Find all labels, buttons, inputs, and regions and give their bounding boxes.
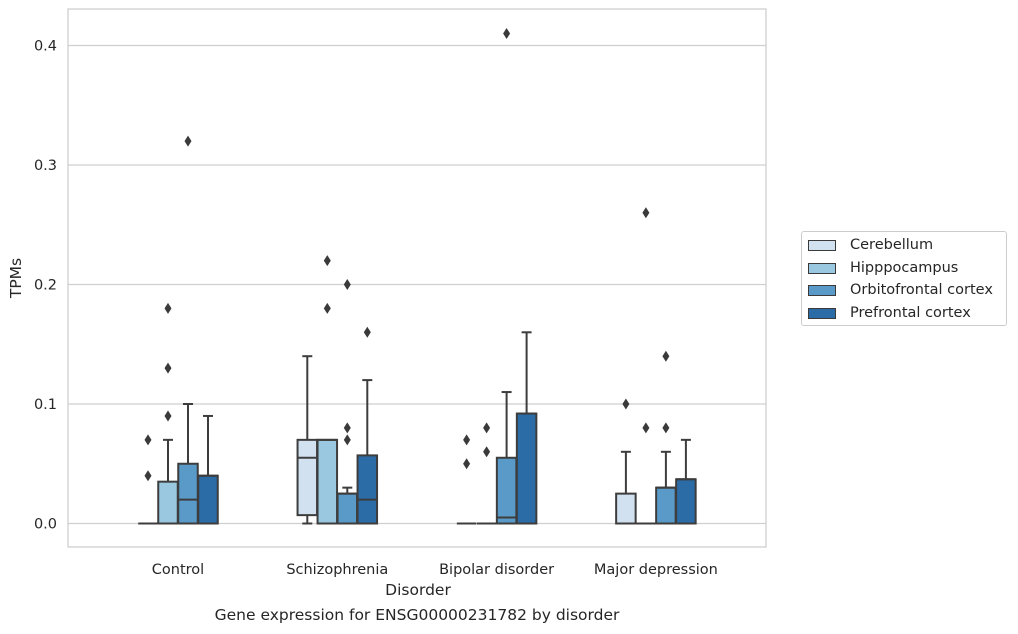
box [515,412,538,525]
box [316,438,339,525]
y-tick-label: 0.1 [34,397,57,413]
y-tick-label: 0.2 [34,278,57,294]
outlier-point [323,302,331,314]
box [336,492,359,525]
box [356,454,379,525]
box [296,438,319,517]
legend-swatch-cerebellum [808,239,836,251]
outlier-point [343,422,351,434]
outlier-point [642,207,650,219]
legend-item-prefrontal-cortex: Prefrontal cortex [808,303,971,323]
box [157,480,179,525]
legend-label: Prefrontal cortex [850,305,971,321]
outlier-point [662,422,670,434]
legend-label: Hipppocampus [850,260,959,276]
outlier-point [164,410,172,422]
x-tick-label: Bipolar disorder [439,562,554,578]
box [615,492,637,525]
outlier-point [144,470,152,482]
box [197,474,219,525]
outlier-point [164,362,172,374]
y-tick-label: 0.4 [34,39,57,55]
outlier-point [622,398,630,410]
legend-label: Orbitofrontal cortex [850,282,993,298]
legend-label: Cerebellum [850,237,934,253]
y-tick-label: 0.3 [34,158,57,174]
legend-swatch-orbitofrontal-cortex [808,284,836,296]
legend-swatch-prefrontal-cortex [808,307,836,319]
x-tick-label: Schizophrenia [286,562,388,578]
outlier-point [343,434,351,446]
legend-item-cerebellum: Cerebellum [808,235,933,255]
x-axis-label: Disorder [385,581,451,599]
legend-swatch-hipppocampus [808,262,836,274]
plot-area [67,8,767,548]
x-tick-label: Control [152,562,204,578]
box [495,456,518,525]
outlier-point [483,422,491,434]
legend-item-orbitofrontal-cortex: Orbitofrontal cortex [808,280,993,300]
chart-caption: Gene expression for ENSG00000231782 by d… [214,606,620,624]
box [675,478,697,525]
box [177,462,199,525]
legend: Cerebellum Hipppocampus Orbitofrontal co… [801,231,1007,326]
outlier-point [144,434,152,446]
outlier-point [184,135,192,147]
outlier-point [662,350,670,362]
outlier-point [363,326,371,338]
outlier-point [483,446,491,458]
outlier-point [323,255,331,267]
outlier-point [642,422,650,434]
outlier-point [463,434,471,446]
y-tick-label: 0.0 [34,517,57,533]
outlier-point [343,279,351,290]
outlier-point [164,302,172,314]
y-axis-label: TPMs [7,258,25,299]
outlier-point [503,28,511,40]
x-tick-label: Major depression [594,562,718,578]
box [655,486,677,525]
legend-item-hipppocampus: Hipppocampus [808,258,958,278]
outlier-point [463,458,471,470]
